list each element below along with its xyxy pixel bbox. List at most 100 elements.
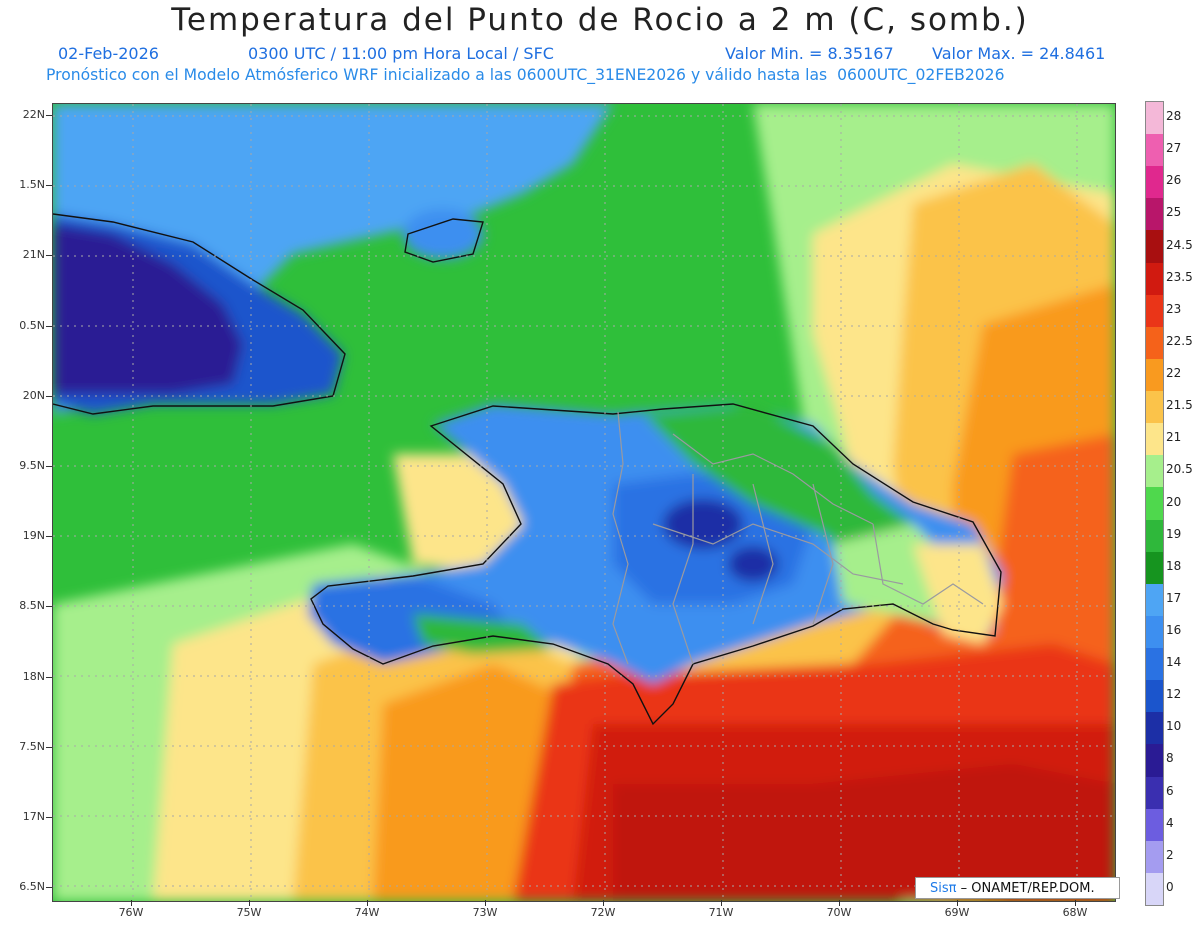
colorbar-label: 20.5	[1166, 462, 1193, 477]
colorbar-label: 4	[1166, 815, 1174, 830]
colorbar-segment	[1146, 776, 1163, 810]
min-value: Valor Min. = 8.35167	[725, 44, 894, 63]
lon-tick	[603, 900, 604, 906]
map-field	[53, 104, 1115, 901]
lat-label: 8.5N	[19, 599, 45, 613]
colorbar-label: 24.5	[1166, 237, 1193, 252]
lat-label: 1.5N	[19, 178, 45, 192]
lon-label: 71W	[708, 906, 734, 919]
colorbar-segment	[1146, 648, 1163, 681]
lon-label: 69W	[944, 906, 970, 919]
colorbar-segment	[1146, 102, 1163, 135]
lon-tick	[249, 900, 250, 906]
colorbar-segment	[1146, 808, 1163, 842]
lon-label: 76W	[118, 906, 144, 919]
lon-tick	[485, 900, 486, 906]
lon-label: 75W	[236, 906, 262, 919]
colorbar-segment	[1146, 615, 1163, 649]
lon-tick	[721, 900, 722, 906]
lat-label: 6.5N	[19, 880, 45, 894]
colorbar-segment	[1146, 519, 1163, 553]
colorbar-segment	[1146, 551, 1163, 585]
lon-tick	[131, 900, 132, 906]
lon-label: 72W	[590, 906, 616, 919]
lat-tick	[46, 676, 52, 678]
lat-label: 0.5N	[19, 318, 45, 332]
lon-label: 68W	[1062, 906, 1088, 919]
colorbar-label: 25	[1166, 205, 1182, 220]
colorbar-segment	[1146, 487, 1163, 521]
colorbar-label: 20	[1166, 494, 1182, 509]
colorbar-label: 0	[1166, 879, 1174, 894]
colorbar-label: 19	[1166, 526, 1182, 541]
lat-tick	[46, 466, 52, 467]
lat-label: 20N	[22, 388, 45, 402]
colorbar-label: 6	[1166, 783, 1174, 798]
credit-text: – ONAMET/REP.DOM.	[956, 881, 1095, 896]
colorbar-segment	[1146, 326, 1163, 360]
lat-label: 22N	[22, 108, 45, 121]
colorbar-segment	[1146, 262, 1163, 296]
colorbar-label: 21	[1166, 430, 1182, 445]
colorbar-segment	[1146, 294, 1163, 328]
credit-brand: Sisπ	[930, 881, 957, 896]
lon-label: 70W	[826, 906, 852, 919]
forecast-time: 0300 UTC / 11:00 pm Hora Local / SFC	[248, 44, 554, 63]
max-value: Valor Max. = 24.8461	[932, 44, 1106, 63]
lat-label: 21N	[22, 248, 45, 262]
forecast-date: 02-Feb-2026	[58, 44, 159, 63]
lon-tick	[367, 900, 368, 906]
lat-tick	[46, 887, 52, 889]
colorbar-segment	[1146, 680, 1163, 713]
lat-label: 9.5N	[19, 459, 45, 472]
credit-box: Sisπ – ONAMET/REP.DOM.	[915, 877, 1120, 899]
colorbar-segment	[1146, 872, 1163, 906]
lon-tick	[839, 900, 840, 906]
lat-tick	[46, 536, 52, 538]
colorbar-segment	[1146, 744, 1163, 777]
colorbar-label: 10	[1166, 719, 1182, 734]
colorbar-segment	[1146, 423, 1163, 456]
lat-label: 19N	[22, 529, 45, 543]
lon-label: 73W	[472, 906, 498, 919]
lat-label: 17N	[22, 810, 45, 823]
colorbar-segment	[1146, 134, 1163, 167]
colorbar-label: 23.5	[1166, 269, 1193, 284]
colorbar-segment	[1146, 166, 1163, 199]
colorbar-label: 17	[1166, 590, 1182, 605]
lat-tick	[46, 115, 52, 116]
lat-tick	[46, 395, 52, 397]
dewpoint-map	[52, 103, 1116, 902]
colorbar-label: 22.5	[1166, 333, 1193, 348]
lon-tick	[1075, 900, 1076, 906]
lat-label: 18N	[22, 669, 45, 683]
colorbar-label: 21.5	[1166, 398, 1193, 413]
colorbar-label: 22	[1166, 366, 1182, 381]
colorbar-label: 16	[1166, 622, 1182, 637]
colorbar-segment	[1146, 358, 1163, 392]
lat-tick	[46, 746, 52, 748]
colorbar-label: 23	[1166, 301, 1182, 316]
colorbar-label: 18	[1166, 558, 1182, 573]
colorbar-segment	[1146, 712, 1163, 745]
colorbar-segment	[1146, 230, 1163, 264]
map-title: Temperatura del Punto de Rocio a 2 m (C,…	[171, 2, 1029, 38]
lat-tick	[46, 325, 52, 327]
colorbar-segment	[1146, 455, 1163, 488]
colorbar-label: 8	[1166, 751, 1174, 766]
colorbar-segment	[1146, 583, 1163, 617]
colorbar-label: 12	[1166, 687, 1182, 702]
colorbar-label: 28	[1166, 109, 1182, 124]
colorbar-label: 27	[1166, 141, 1182, 156]
lat-tick	[46, 255, 52, 257]
lat-tick	[46, 817, 52, 818]
lon-label: 74W	[354, 906, 380, 919]
colorbar-segment	[1146, 391, 1163, 424]
colorbar-segment	[1146, 840, 1163, 874]
lat-label: 7.5N	[19, 739, 45, 753]
lat-tick	[46, 185, 52, 187]
colorbar-label: 26	[1166, 173, 1182, 188]
colorbar	[1145, 101, 1164, 906]
colorbar-label: 2	[1166, 847, 1174, 862]
lat-tick	[46, 606, 52, 608]
